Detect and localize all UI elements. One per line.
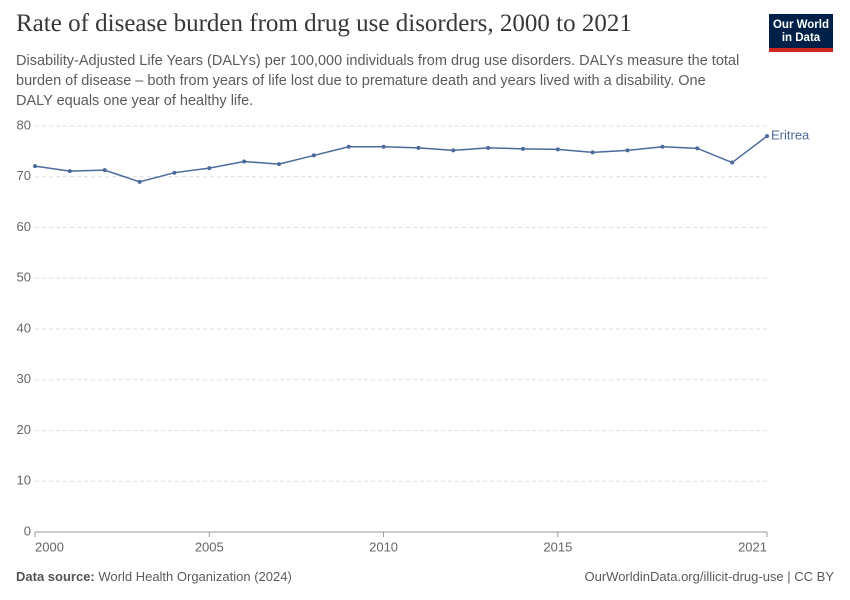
logo[interactable]: Our World in Data bbox=[769, 14, 833, 52]
y-tick-label: 30 bbox=[17, 371, 31, 386]
data-point bbox=[33, 164, 37, 169]
data-point bbox=[277, 162, 281, 167]
footer-link[interactable]: OurWorldinData.org/illicit-drug-use | CC… bbox=[584, 569, 835, 584]
data-point bbox=[625, 148, 630, 153]
y-tick-label: 10 bbox=[17, 473, 31, 488]
x-tick-label: 2000 bbox=[35, 539, 64, 554]
chart-subtitle: Disability-Adjusted Life Years (DALYs) p… bbox=[16, 53, 740, 109]
data-point bbox=[555, 147, 560, 152]
logo-text: Our World bbox=[772, 19, 829, 31]
logo-text: in Data bbox=[781, 32, 821, 44]
data-point bbox=[311, 153, 316, 158]
data-point bbox=[590, 150, 595, 155]
chart-title: Rate of disease burden from drug use dis… bbox=[16, 10, 632, 37]
x-tick-label: 2015 bbox=[543, 539, 572, 554]
series-line bbox=[34, 135, 768, 183]
data-point bbox=[765, 134, 769, 139]
data-point bbox=[346, 144, 351, 149]
y-tick-label: 70 bbox=[17, 168, 31, 183]
data-point bbox=[451, 148, 456, 153]
data-point bbox=[730, 160, 735, 165]
y-tick-label: 20 bbox=[17, 422, 31, 437]
data-point bbox=[521, 146, 525, 151]
data-point bbox=[381, 144, 386, 149]
y-tick-label: 80 bbox=[17, 117, 31, 132]
x-tick-label: 2005 bbox=[195, 539, 224, 554]
data-point bbox=[102, 168, 107, 173]
source-label: Data source: bbox=[16, 569, 95, 584]
data-point bbox=[172, 170, 177, 175]
data-point bbox=[486, 145, 491, 150]
footer-source: Data source: World Health Organization (… bbox=[16, 569, 292, 584]
data-point bbox=[242, 159, 247, 164]
x-tick-label: 2021 bbox=[738, 539, 767, 554]
data-point bbox=[137, 179, 142, 184]
data-point bbox=[207, 166, 212, 171]
x-tick-label: 2010 bbox=[369, 539, 398, 554]
y-tick-label: 0 bbox=[24, 523, 31, 538]
y-tick-label: 60 bbox=[17, 219, 31, 234]
data-point bbox=[416, 145, 421, 150]
series-label: Eritrea bbox=[771, 128, 810, 143]
data-point bbox=[67, 169, 72, 174]
source[interactable]: World Health Organization (2024) bbox=[98, 569, 292, 584]
y-tick-label: 40 bbox=[17, 320, 31, 335]
y-tick-label: 50 bbox=[17, 270, 31, 285]
data-point bbox=[660, 144, 665, 149]
data-point bbox=[695, 146, 700, 151]
